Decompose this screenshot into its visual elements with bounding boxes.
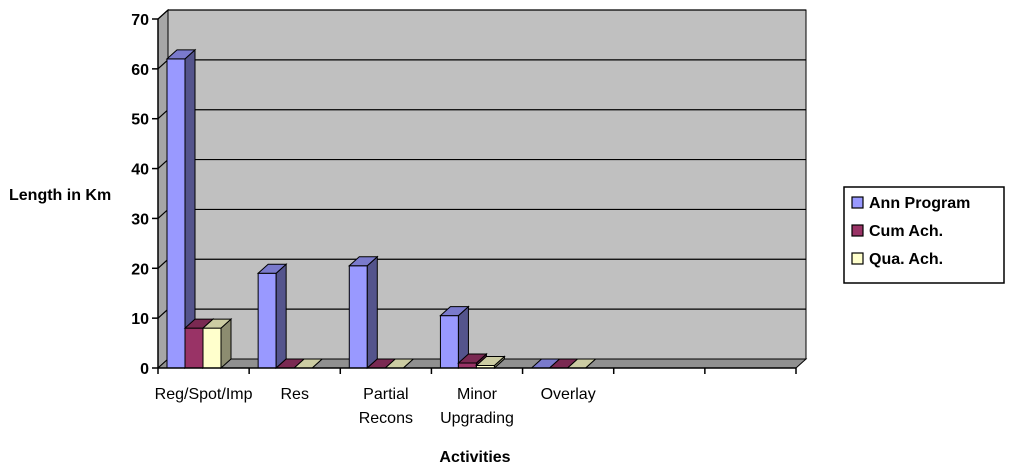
x-tick-label: Overlay <box>541 386 596 403</box>
gridline <box>157 9 806 20</box>
legend: Ann Program Cum Ach. Qua. Ach. <box>843 186 1005 284</box>
x-tick-label: Recons <box>359 410 413 427</box>
x-tick-label: Reg/Spot/Imp <box>155 386 253 403</box>
legend-label: Ann Program <box>869 195 970 212</box>
legend-label: Cum Ach. <box>869 223 943 240</box>
x-axis-title: Activities <box>439 449 510 466</box>
x-tick-label: Partial <box>363 386 408 403</box>
y-tick-label: 60 <box>131 62 149 79</box>
axes <box>152 18 797 374</box>
plot-wall <box>156 8 808 370</box>
x-tick-label: Upgrading <box>440 410 514 427</box>
y-tick-label: 0 <box>140 361 149 378</box>
x-tick-label: Res <box>280 386 308 403</box>
y-tick-label: 20 <box>131 261 149 278</box>
y-tick-labels: 0 10 20 30 40 50 60 70 <box>131 12 149 378</box>
y-tick-label: 40 <box>131 162 149 179</box>
legend-swatch <box>851 224 864 237</box>
bars <box>165 48 597 370</box>
y-tick-label: 50 <box>131 112 149 129</box>
legend-label: Qua. Ach. <box>869 251 943 268</box>
y-tick-label: 10 <box>131 311 149 328</box>
x-tick-label: Minor <box>457 386 498 403</box>
x-tick-labels: Reg/Spot/Imp Res Partial Recons Minor Upgradi… <box>155 386 596 427</box>
legend-swatch <box>851 196 864 209</box>
bar <box>439 305 470 370</box>
bar <box>256 263 288 370</box>
y-axis-title: Length in Km <box>9 187 111 204</box>
bar <box>347 255 379 370</box>
legend-swatch <box>851 252 864 265</box>
legend-box <box>843 186 1005 284</box>
y-tick-label: 30 <box>131 211 149 228</box>
bar <box>201 317 233 370</box>
y-tick-label: 70 <box>131 12 149 29</box>
bar <box>165 48 197 370</box>
bar <box>475 355 506 370</box>
